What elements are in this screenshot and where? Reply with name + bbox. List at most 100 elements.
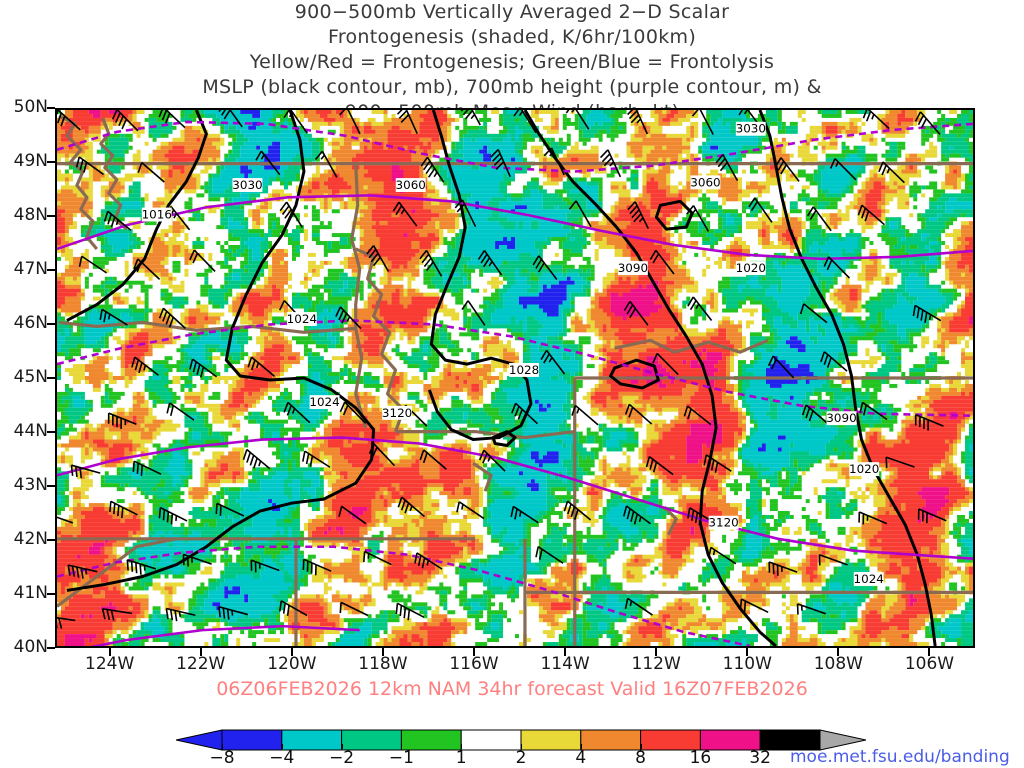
contour-label-height-3060: 3060 [396, 178, 426, 192]
shaded-frontogenesis [57, 110, 973, 646]
wind-barb [599, 149, 622, 178]
lat-tick-mark [47, 269, 55, 271]
lat-tick-mark [47, 539, 55, 541]
title-line-4: MSLP (black contour, mb), 700mb height (… [202, 76, 822, 98]
colorbar-tick-label-8: 8 [635, 748, 646, 768]
mslp-contour-path [66, 110, 376, 592]
lat-tick-label-47N: 47N [13, 259, 48, 279]
contour-label-bg [232, 178, 263, 192]
contour-labels: 1016 1024 1024 1028 1020 1020 1024 3030 3060 3030… [142, 122, 884, 586]
wind-barb [218, 110, 243, 128]
wind-barb [339, 601, 369, 617]
wind-barb [133, 258, 161, 280]
wind-barb [302, 450, 331, 468]
colorbar-tick-mark [760, 744, 762, 749]
wind-barb [820, 351, 848, 372]
wind-barb [565, 110, 590, 130]
title-line-3: Yellow/Red = Frontogenesis; Green/Blue =… [249, 51, 775, 73]
contour-label-bg [690, 175, 721, 190]
lat-tick-label-44N: 44N [13, 421, 48, 441]
lon-tick-mark [837, 648, 840, 656]
wind-barb [339, 401, 367, 424]
forecast-caption: 06Z06FEB2026 12km NAM 34hr forecast Vali… [216, 678, 808, 700]
wind-barb [862, 110, 890, 130]
contour-label-height-3060: 3060 [690, 175, 720, 189]
contour-label-bg [617, 261, 648, 276]
contour-label-mslp-1016: 1016 [142, 208, 172, 222]
colorbar-tick-label-1: 1 [455, 748, 467, 768]
wind-barb [622, 505, 651, 525]
wind-barb [126, 559, 157, 575]
lon-tick-mark [381, 648, 384, 656]
wind-barb [57, 110, 81, 131]
wind-barb [818, 553, 848, 566]
colorbar-tick-mark [222, 744, 223, 749]
wind-barb [283, 110, 308, 134]
lat-tick-label-49N: 49N [13, 151, 48, 171]
state-border-path [58, 114, 99, 250]
wind-barb [456, 501, 485, 520]
wind-barb [649, 249, 675, 275]
wind-barb [57, 615, 76, 629]
height-contour-path [57, 319, 973, 418]
mslp-contour-path [654, 199, 694, 231]
wind-barb [103, 210, 132, 231]
wind-barb [801, 404, 830, 426]
wind-barb [912, 304, 942, 323]
contour-label-bg [826, 411, 857, 426]
wind-barb [218, 605, 248, 620]
wind-barb [255, 150, 281, 176]
lat-tick-mark [47, 215, 55, 217]
wind-barb [829, 158, 857, 181]
lon-tick-label-118W: 118W [358, 654, 408, 674]
height-contour-path [57, 120, 973, 173]
wind-barb [477, 250, 503, 276]
wind-barb [67, 564, 98, 579]
contour-label-bg [382, 405, 413, 420]
contour-label-bg [309, 395, 340, 410]
contour-label-height-3090: 3090 [826, 411, 856, 425]
colorbar-tick-label--2: −2 [329, 748, 355, 768]
lon-tick-label-122W: 122W [176, 654, 226, 674]
wind-barb [543, 147, 565, 176]
wind-barb [396, 110, 418, 135]
mslp-contour-path [427, 110, 533, 442]
lon-tick-mark [290, 648, 293, 656]
wind-barb [339, 110, 361, 135]
contour-label-bg [509, 363, 540, 377]
wind-barb [807, 206, 832, 232]
height-contours [57, 120, 973, 646]
wind-barb [166, 402, 195, 421]
wind-barb [419, 249, 443, 277]
wind-barb [454, 199, 477, 228]
contour-label-mslp-1020: 1020 [736, 261, 766, 275]
wind-barb [687, 296, 713, 321]
state-border-path [354, 328, 368, 429]
colorbar-tick-mark [281, 744, 283, 749]
wind-barb [623, 300, 649, 326]
contour-label-bg [286, 312, 317, 326]
colorbar-tick-mark [401, 744, 403, 749]
wind-barb [859, 401, 888, 421]
wind-barb [338, 505, 367, 525]
lat-tick-label-46N: 46N [13, 313, 48, 333]
contour-label-height-3030: 3030 [736, 122, 766, 136]
lat-tick-mark [47, 107, 55, 109]
height-contour-path [57, 436, 973, 560]
wind-barb [686, 205, 710, 232]
lat-tick-label-48N: 48N [13, 205, 48, 225]
wind-barb [158, 110, 186, 129]
wind-barb [189, 249, 216, 272]
wind-barb [571, 404, 599, 426]
colorbar-tick-label-2: 2 [515, 748, 527, 768]
wind-barb [461, 300, 486, 326]
colorbar-tick-mark [521, 744, 522, 749]
wind-barb [624, 403, 653, 425]
wind-barb [70, 464, 101, 479]
height-contour-path [90, 624, 360, 646]
wind-barb [137, 162, 165, 183]
wind-barb [532, 255, 558, 280]
wind-barb [568, 200, 592, 228]
state-border-path [58, 320, 356, 334]
lon-tick-label-124W: 124W [85, 654, 135, 674]
